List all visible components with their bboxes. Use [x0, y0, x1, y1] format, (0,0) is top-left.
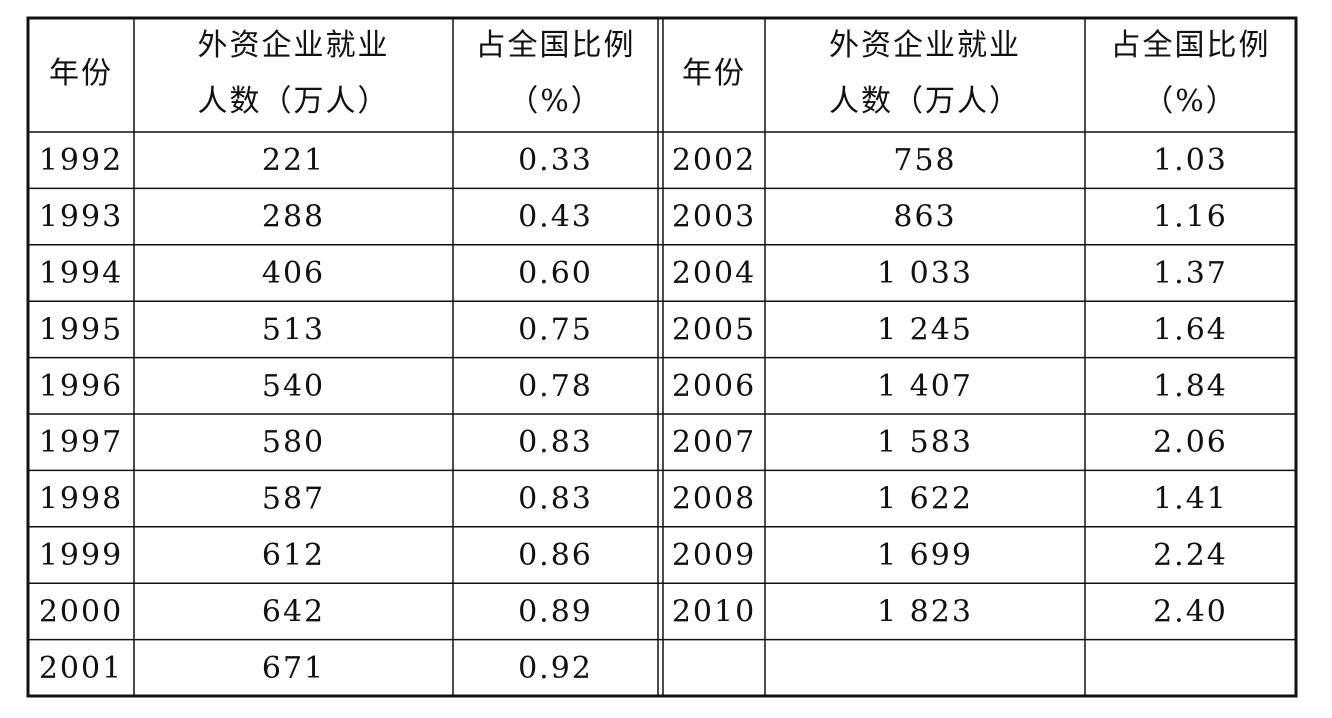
table-cell: 1 699	[877, 538, 973, 573]
table-cell: 2.24	[1153, 538, 1228, 573]
table-cell: 1.37	[1153, 256, 1228, 291]
table-cell: 0.83	[518, 425, 593, 460]
table-cell: 0.83	[518, 482, 593, 517]
table-cell: 288	[262, 200, 325, 235]
table-cell: 1998	[39, 482, 123, 517]
table-cell: 0.33	[518, 143, 593, 178]
table-cell: 406	[262, 256, 325, 291]
table-cell: 1999	[39, 538, 123, 573]
table-cell: 2008	[672, 482, 756, 517]
table-cell: 0.92	[518, 651, 593, 686]
table-cell: 671	[262, 651, 325, 686]
header-cell: 外资企业就业	[829, 28, 1021, 63]
table-cell: 1 583	[877, 425, 973, 460]
table-cell: 1.16	[1153, 200, 1228, 235]
table-cell: 1 823	[877, 594, 973, 629]
table-cell: 2003	[672, 200, 756, 235]
header-cell: 年份	[49, 56, 113, 91]
table-cell: 1.84	[1153, 369, 1228, 404]
table-cell: 1.64	[1153, 312, 1228, 347]
table-cell: 1 407	[877, 369, 973, 404]
header-cell: 人数（万人）	[198, 84, 390, 119]
table-cell: 1.41	[1153, 482, 1228, 517]
table-cell: 758	[893, 143, 956, 178]
table-cell: 2004	[672, 256, 756, 291]
table-cell: 0.89	[518, 594, 593, 629]
header-cell: 外资企业就业	[198, 28, 390, 63]
table-cell: 1993	[39, 200, 123, 235]
table-cell: 1997	[39, 425, 123, 460]
table-cell: 642	[262, 594, 325, 629]
table-cell: 0.75	[518, 312, 593, 347]
table-cell: 2001	[39, 651, 123, 686]
table-cell: 1 245	[877, 312, 973, 347]
table-cell: 2007	[672, 425, 756, 460]
table-cell: 1994	[39, 256, 123, 291]
table-cell: 2009	[672, 538, 756, 573]
table-cell: 1996	[39, 369, 123, 404]
header-cell: 占全国比例	[1111, 28, 1271, 63]
header-cell: （%）	[508, 84, 603, 119]
table-cell: 1 622	[877, 482, 973, 517]
table-cell: 0.60	[518, 256, 593, 291]
table-cell: 221	[262, 143, 325, 178]
header-cell: 人数（万人）	[829, 84, 1021, 119]
table-cell: 580	[262, 425, 325, 460]
table-cell: 2002	[672, 143, 756, 178]
table-cell: 2006	[672, 369, 756, 404]
table-cell: 0.43	[518, 200, 593, 235]
table-cell: 2005	[672, 312, 756, 347]
table-cell: 1.03	[1153, 143, 1228, 178]
header-cell: 年份	[682, 56, 746, 91]
table-cell: 612	[262, 538, 325, 573]
table-cell: 1992	[39, 143, 123, 178]
table-cell: 2.40	[1153, 594, 1228, 629]
table-cell: 2010	[672, 594, 756, 629]
table-cell: 1 033	[877, 256, 973, 291]
table-cell: 2.06	[1153, 425, 1228, 460]
table-cell: 0.78	[518, 369, 593, 404]
table-cell: 1995	[39, 312, 123, 347]
table-cell: 540	[262, 369, 325, 404]
table-cell: 513	[262, 312, 325, 347]
table-cell: 863	[893, 200, 956, 235]
table-cell: 0.86	[518, 538, 593, 573]
table-cell: 2000	[39, 594, 123, 629]
table-cell: 587	[262, 482, 325, 517]
header-cell: 占全国比例	[476, 28, 636, 63]
header-cell: （%）	[1143, 84, 1238, 119]
